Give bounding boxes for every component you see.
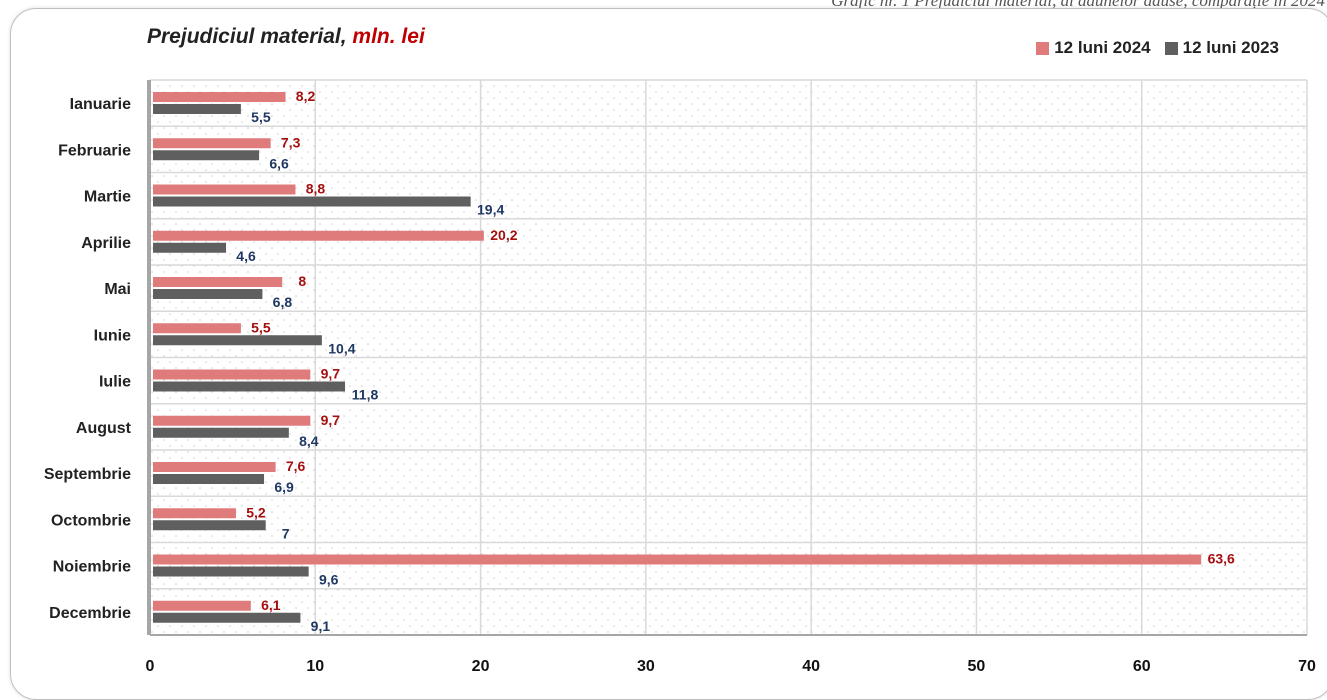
data-label-2024: 7,6 (286, 458, 306, 474)
data-label-2024: 7,3 (281, 134, 301, 150)
category-label: August (76, 420, 132, 437)
x-tick-label: 40 (802, 658, 820, 675)
bar-2023 (153, 196, 471, 207)
bar-2024 (153, 184, 296, 195)
bar-2024 (153, 369, 311, 380)
bar-2024 (153, 138, 271, 149)
bar-2024 (153, 92, 286, 102)
bar-2023 (153, 242, 227, 253)
category-label: Noiembrie (53, 559, 131, 576)
bar-2024 (153, 277, 283, 287)
y-axis-line (147, 80, 151, 635)
data-label-2024: 5,2 (246, 504, 266, 520)
data-label-2023: 4,6 (236, 248, 256, 264)
category-label: Decembrie (49, 605, 131, 622)
bar-2023 (153, 335, 322, 346)
data-label-2023: 9,6 (319, 572, 339, 588)
data-label-2023: 10,4 (328, 340, 355, 356)
bar-2024 (153, 554, 1202, 565)
legend-label-2023: 12 luni 2023 (1182, 38, 1279, 57)
data-label-2024: 63,6 (1208, 551, 1235, 567)
data-label-2023: 11,8 (352, 387, 379, 403)
x-tick-label: 50 (968, 658, 986, 675)
data-label-2023: 6,6 (269, 155, 289, 171)
data-label-2024: 8 (298, 273, 306, 289)
category-label: Iulie (99, 374, 131, 391)
category-label: Februarie (58, 142, 131, 159)
chart-title-unit: mln. lei (352, 25, 425, 48)
bar-2024 (153, 462, 276, 472)
bar-2023 (153, 427, 289, 438)
data-label-2024: 5,5 (251, 319, 271, 335)
bar-2023 (153, 474, 265, 484)
data-label-2024: 20,2 (490, 227, 517, 243)
data-label-2023: 7 (282, 525, 290, 541)
chart-title: Prejudiciul material, mln. lei (147, 25, 425, 49)
data-label-2023: 6,8 (273, 294, 293, 310)
category-label: Aprilie (81, 235, 131, 252)
category-label: Mai (104, 281, 131, 298)
category-label: Iunie (94, 327, 131, 344)
data-label-2023: 5,5 (251, 109, 271, 125)
x-tick-label: 70 (1298, 658, 1316, 675)
bar-2024 (153, 600, 251, 611)
legend-item-2023: 12 luni 2023 (1164, 38, 1279, 58)
data-label-2024: 8,2 (296, 88, 316, 104)
data-label-2024: 9,7 (321, 412, 341, 428)
data-label-2024: 6,1 (261, 597, 281, 613)
category-label: Martie (84, 189, 131, 206)
bar-2023 (153, 612, 301, 623)
bar-2024 (153, 508, 236, 519)
legend-swatch-2023 (1164, 41, 1178, 55)
x-tick-label: 20 (472, 658, 490, 675)
data-label-2023: 9,1 (311, 618, 331, 634)
x-tick-label: 0 (146, 658, 155, 675)
category-label: Ianuarie (70, 96, 131, 113)
legend-label-2024: 12 luni 2024 (1054, 38, 1151, 57)
category-label: Octombrie (51, 512, 131, 529)
data-label-2023: 19,4 (477, 202, 504, 218)
x-tick-label: 10 (306, 658, 324, 675)
figure-caption: Grafic nr. 1 Prejudiciul material, al da… (831, 0, 1325, 10)
data-label-2023: 8,4 (299, 433, 319, 449)
bar-2024 (153, 415, 311, 426)
data-label-2024: 8,8 (306, 181, 326, 197)
bar-2024 (153, 230, 484, 241)
bar-2024 (153, 323, 241, 334)
bar-2023 (153, 381, 346, 392)
bar-2023 (153, 520, 266, 531)
data-label-2024: 9,7 (321, 366, 341, 382)
legend-swatch-2024 (1036, 41, 1050, 55)
bar-chart: 0 10 20 30 40 50 60 70 Ianuarie 8,2 5,5 Februarie 7,… (44, 79, 1316, 675)
bar-2023 (153, 150, 260, 161)
bar-2023 (153, 289, 263, 299)
x-tick-label: 60 (1133, 658, 1151, 675)
category-label: Septembrie (44, 466, 131, 483)
bar-2023 (153, 104, 241, 114)
data-label-2023: 6,9 (274, 479, 294, 495)
legend-item-2024: 12 luni 2024 (1036, 38, 1151, 58)
chart-legend: 12 luni 2024 12 luni 2023 (1036, 38, 1279, 58)
chart-title-text: Prejudiciul material, (147, 25, 347, 48)
bar-2023 (153, 566, 309, 577)
x-tick-label: 30 (637, 658, 655, 675)
